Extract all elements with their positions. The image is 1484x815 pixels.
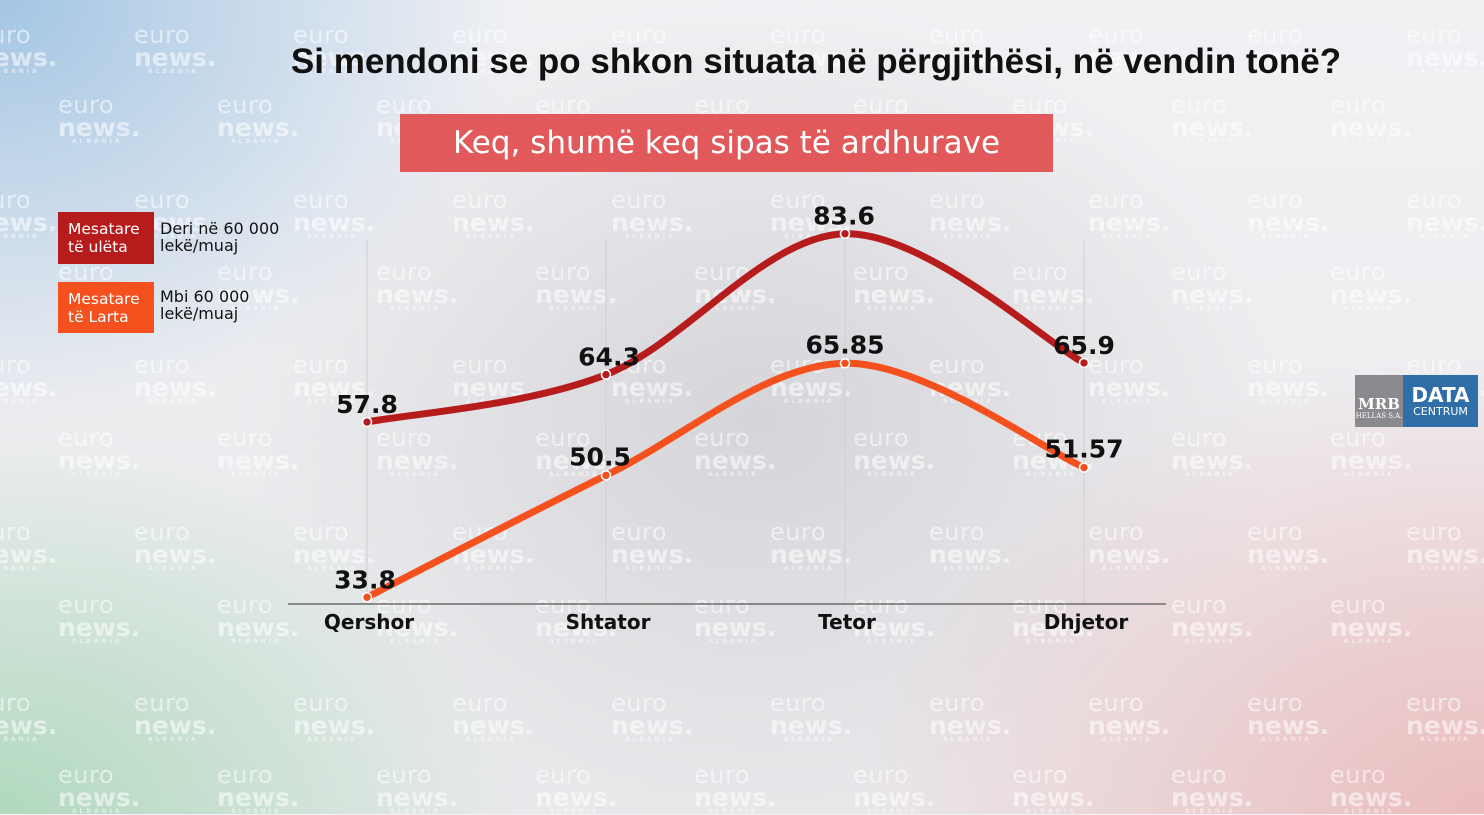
data-point [1078,357,1090,369]
mrb-hellas-logo: MRB HELLAS S.A. [1355,375,1403,427]
data-label: 65.85 [805,330,884,359]
legend-label-line: të ulëta [68,238,128,256]
data-centrum-subtext: CENTRUM [1413,405,1468,418]
data-point [1078,462,1090,473]
label-layer: Qershor Shtator Tetor Dhjetor 57.8 64.3 83.6 65… [324,202,1128,634]
legend-desc-line: Deri në 60 000 [160,219,280,238]
legend-desc-line: Mbi 60 000 [160,287,250,306]
data-label: 83.6 [813,202,875,231]
x-tick-label: Dhjetor [1044,610,1129,634]
chart-subtitle: Keq, shumë keq sipas të ardhurave [400,114,1053,172]
mrb-logo-text: MRB [1358,395,1400,413]
data-point [361,591,373,603]
legend-label-line: të Larta [68,308,129,326]
data-label: 65.9 [1053,331,1115,360]
legend-item-low-income: Mesatare të ulëta Deri në 60 000 lekë/mu… [58,212,279,264]
data-point [600,470,612,481]
chart-subtitle-text: Keq, shumë keq sipas të ardhurave [452,125,1001,161]
chart-title: Si mendoni se po shkon situata në përgji… [290,42,1342,81]
legend-label-line: Mesatare [68,290,140,308]
data-point [839,357,851,369]
legend-swatch-low-income: Mesatare të ulëta [58,212,154,264]
data-point [361,416,373,428]
data-label: 57.8 [336,390,398,419]
legend-label-line: Mesatare [68,220,140,238]
legend-desc-line: lekë/muaj [160,236,239,255]
data-label: 64.3 [578,343,640,372]
legend-desc-line: lekë/muaj [160,304,239,323]
data-point [600,369,612,380]
data-label: 33.8 [334,565,396,594]
legend-desc-high-income: Mbi 60 000 lekë/muaj [154,282,249,322]
x-tick-label: Qershor [324,610,414,634]
data-centrum-badge: DATA CENTRUM [1403,375,1478,427]
legend-swatch-high-income: Mesatare të Larta [58,282,154,333]
data-centrum-logo: MRB HELLAS S.A. DATA CENTRUM [1355,375,1478,427]
data-point [839,228,851,240]
x-tick-label: Tetor [818,610,876,634]
series-line [363,230,1088,426]
mrb-logo-subtext: HELLAS S.A. [1355,412,1403,420]
series-layer [361,228,1090,603]
x-tick-label: Shtator [566,610,651,634]
legend-item-high-income: Mesatare të Larta Mbi 60 000 lekë/muaj [58,282,249,333]
data-label: 51.57 [1044,435,1123,464]
legend-desc-low-income: Deri në 60 000 lekë/muaj [154,212,279,254]
data-centrum-text: DATA [1411,383,1470,407]
data-label: 50.5 [569,442,631,471]
series-line [363,359,1088,601]
